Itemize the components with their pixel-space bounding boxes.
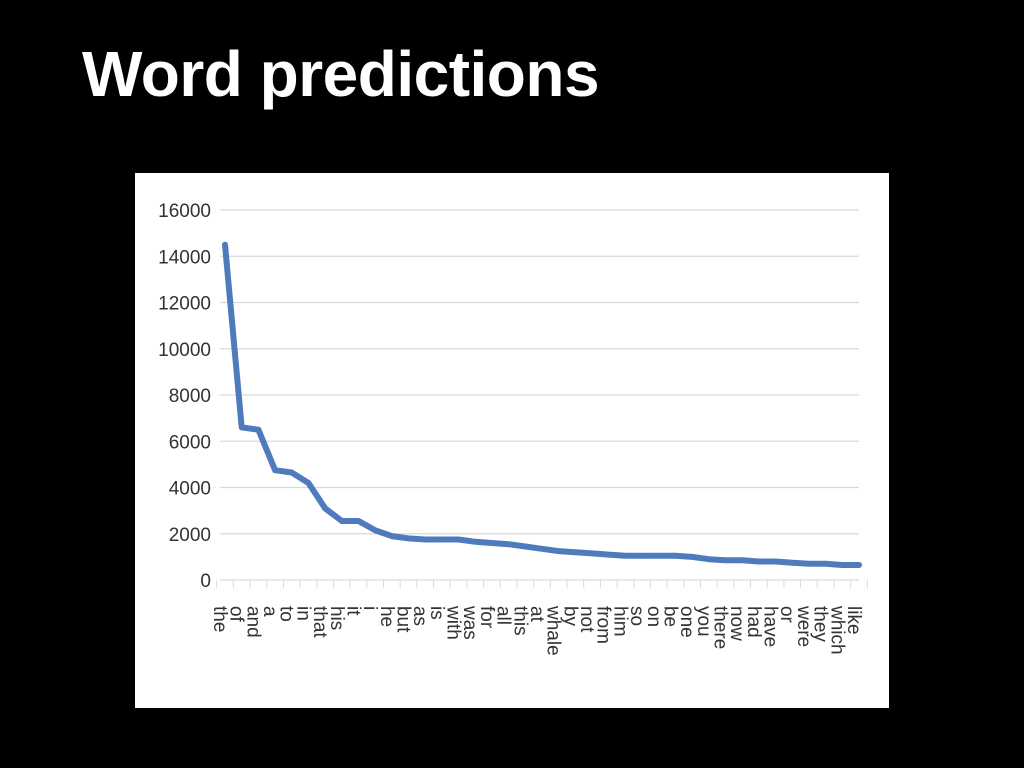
x-tick-label-you: you [693,606,714,637]
x-tick-label-one: one [676,606,697,638]
x-tick-label-him: him [609,606,630,637]
x-tick-label-or: or [776,606,797,624]
series-line-0 [222,241,862,568]
chart-panel: 0 2000 4000 6000 8000 10000 12000 14000 16000 th… [135,173,889,708]
x-tick-label-i: i [359,606,380,610]
x-tick-label-but: but [393,606,414,633]
x-tick-label-not: not [576,606,597,633]
data-point-one [689,554,695,560]
x-tick-label-now: now [726,606,747,641]
data-point-now [739,557,745,563]
x-tick-label-as: as [409,606,430,626]
data-point-him [622,553,629,559]
y-tick-label: 2000 [169,525,211,546]
x-tick-label-whale: whale [543,605,564,656]
data-point-there [722,557,729,563]
x-tick-label-they: they [810,606,831,642]
x-tick-label-and: and [242,606,263,638]
data-point-in [305,480,312,486]
data-point-at [539,546,545,552]
x-tick-label-which: which [826,605,847,655]
data-point-like [856,562,862,568]
x-tick-label-of: of [226,606,247,623]
x-tick-label-is: is [426,606,447,620]
x-tick-label-so: so [626,606,647,626]
x-tick-label-were: were [793,605,814,647]
data-point-you [706,556,712,562]
data-point-i [372,527,378,533]
x-tick-label-there: there [710,606,731,649]
data-point-which [839,562,845,568]
y-tick-label: 4000 [169,479,211,500]
x-tick-label-to: to [276,606,297,622]
data-point-but [405,535,412,541]
data-point-by [572,549,578,555]
y-tick-label: 16000 [158,201,211,222]
series [222,241,862,568]
x-tick-label-with: with [443,605,464,640]
data-point-of [239,424,245,430]
x-axis: theofandatointhathisitihebutasiswithwasf… [209,580,868,656]
x-tick-label-it: it [342,606,363,616]
x-tick-label-for: for [476,606,497,629]
data-point-have [772,558,779,565]
grid-lines [220,209,859,581]
data-point-as [422,536,428,543]
x-tick-label-had: had [743,606,764,638]
data-point-on [656,553,662,559]
data-point-all [506,541,512,547]
y-tick-label: 14000 [158,247,211,268]
data-point-and [255,427,261,433]
data-point-be [672,553,679,559]
word-frequency-chart: 0 2000 4000 6000 8000 10000 12000 14000 16000 th… [158,201,868,656]
y-tick-label: 8000 [169,386,211,407]
data-point-it [355,518,362,524]
x-tick-label-at: at [526,606,547,623]
data-point-or [789,560,795,566]
data-point-whale [556,548,562,554]
x-tick-label-his: his [326,606,347,630]
data-point-was [472,539,478,545]
x-tick-label-that: that [309,606,330,638]
x-tick-label-a: a [259,606,280,617]
x-tick-label-he: he [376,606,397,627]
x-tick-label-be: be [659,606,680,627]
slide-title: Word predictions [82,38,600,110]
data-point-this [522,543,528,550]
x-tick-label-all: all [493,606,514,625]
data-point-to [289,469,295,476]
data-point-so [639,553,645,559]
x-tick-label-have: have [760,606,781,647]
x-tick-label-this: this [509,606,530,636]
data-point-not [589,550,595,557]
y-tick-label: 6000 [169,432,211,453]
data-point-his [339,518,345,524]
y-tick-label: 12000 [158,294,211,315]
x-tick-label-by: by [559,606,580,627]
x-tick-label-was: was [459,605,480,640]
data-point-that [322,505,328,511]
data-point-is [439,536,445,543]
data-point-were [806,561,812,567]
data-point-from [606,551,612,558]
x-tick-label-on: on [643,606,664,627]
x-tick-label-like: like [843,606,864,635]
x-tick-label-in: in [292,606,313,621]
data-point-he [389,533,395,539]
x-tick-label-from: from [593,606,614,644]
data-point-a [272,467,278,473]
data-point-with [455,536,462,543]
data-point-for [489,540,495,546]
data-point-the [222,242,228,248]
y-tick-label: 0 [200,571,211,592]
y-axis: 0 2000 4000 6000 8000 10000 12000 14000 16000 [158,201,211,592]
data-point-they [823,561,829,567]
data-point-had [756,558,762,565]
x-tick-label-the: the [209,606,230,632]
y-tick-label: 10000 [158,340,211,361]
